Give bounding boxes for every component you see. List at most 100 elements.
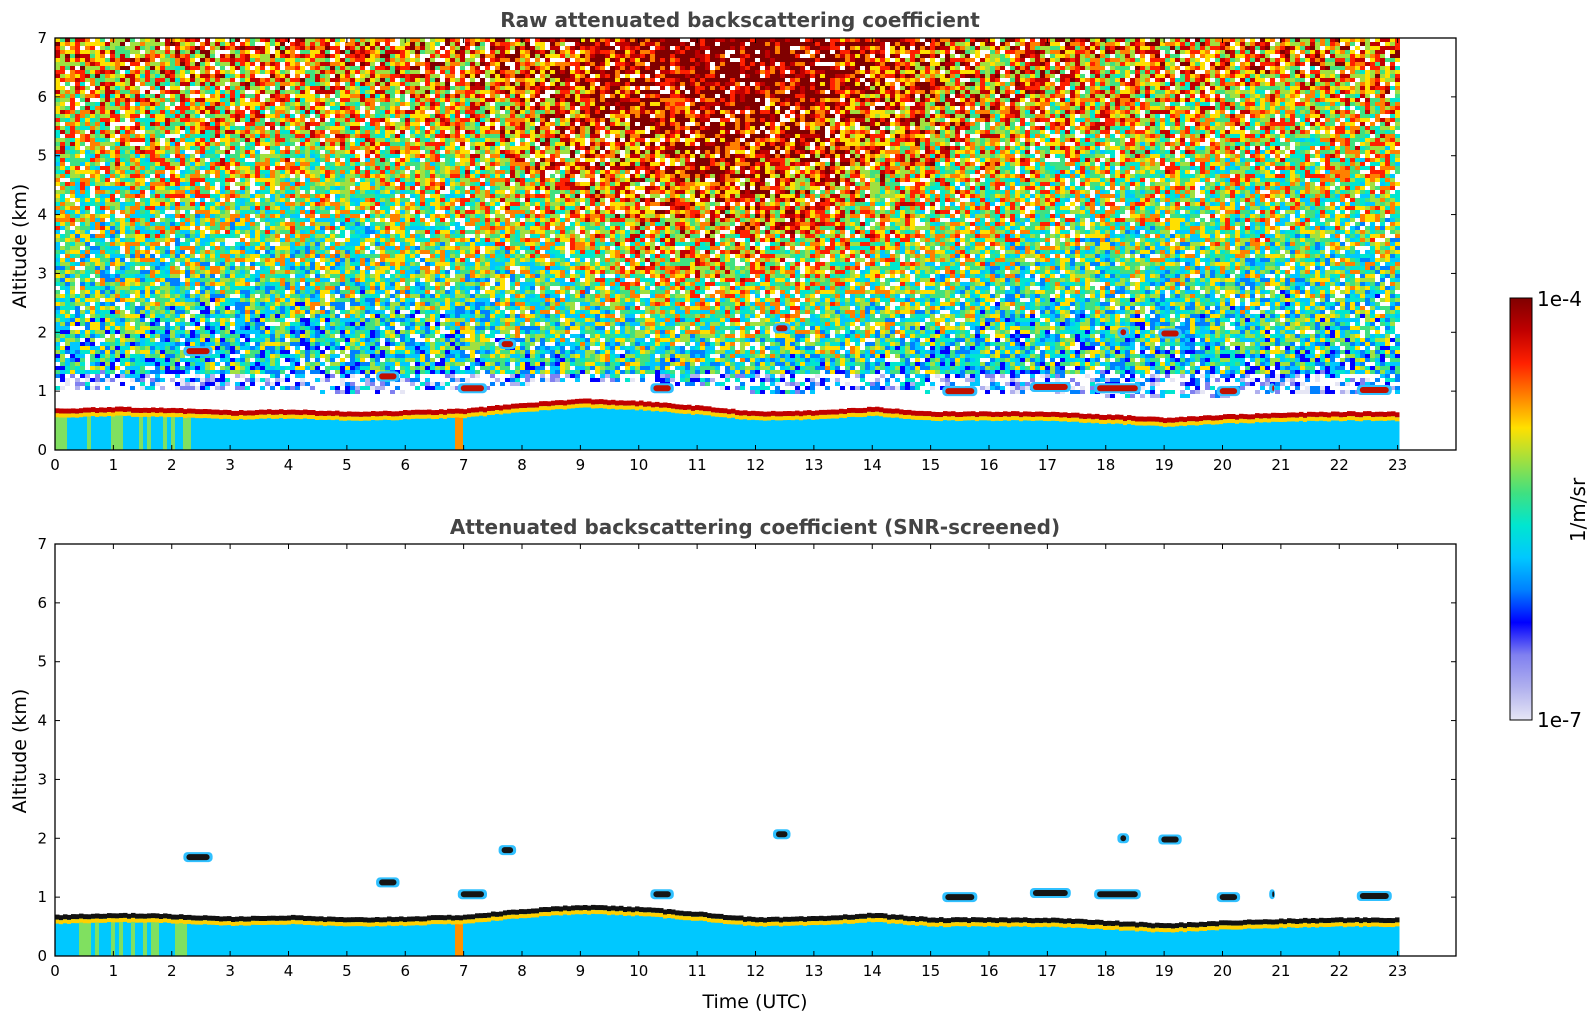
- noise-cell: [270, 246, 275, 250]
- noise-cell: [200, 166, 205, 170]
- noise-cell: [80, 98, 85, 102]
- noise-cell: [210, 42, 215, 46]
- noise-cell: [365, 178, 370, 182]
- noise-cell: [370, 78, 375, 82]
- noise-cell: [100, 354, 105, 358]
- noise-cell: [250, 54, 255, 58]
- noise-cell: [240, 238, 245, 242]
- noise-cell: [180, 190, 185, 194]
- noise-cell: [145, 138, 150, 142]
- noise-cell: [125, 162, 130, 166]
- noise-cell: [300, 130, 305, 134]
- noise-cell: [245, 326, 250, 330]
- noise-cell: [255, 158, 260, 162]
- noise-cell: [280, 150, 285, 154]
- noise-cell: [100, 370, 105, 374]
- noise-cell: [105, 190, 110, 194]
- noise-cell: [325, 82, 330, 86]
- noise-cell: [285, 142, 290, 146]
- noise-cell: [215, 94, 220, 98]
- noise-cell: [300, 146, 305, 150]
- noise-cell: [100, 210, 105, 214]
- noise-cell: [235, 138, 240, 142]
- noise-cell: [110, 314, 115, 318]
- noise-cell: [170, 198, 175, 202]
- noise-cell: [165, 266, 170, 270]
- noise-cell: [60, 298, 65, 302]
- noise-cell: [105, 126, 110, 130]
- noise-cell: [125, 238, 130, 242]
- noise-cell: [80, 302, 85, 306]
- noise-cell: [340, 350, 345, 354]
- noise-cell: [105, 250, 110, 254]
- noise-cell: [355, 102, 360, 106]
- noise-cell: [215, 354, 220, 358]
- noise-cell: [75, 150, 80, 154]
- noise-cell: [225, 350, 230, 354]
- noise-cell: [70, 114, 75, 118]
- noise-cell: [300, 150, 305, 154]
- noise-cell: [310, 174, 315, 178]
- noise-cell: [175, 322, 180, 326]
- noise-cell: [300, 78, 305, 82]
- noise-cell: [150, 54, 155, 58]
- noise-cell: [115, 146, 120, 150]
- noise-cell: [215, 82, 220, 86]
- noise-cell: [115, 54, 120, 58]
- noise-cell: [305, 226, 310, 230]
- noise-cell: [330, 242, 335, 246]
- noise-cell: [345, 370, 350, 374]
- noise-cell: [140, 278, 145, 282]
- noise-cell: [280, 246, 285, 250]
- noise-cell: [180, 42, 185, 46]
- noise-cell: [160, 154, 165, 158]
- noise-cell: [85, 150, 90, 154]
- noise-cell: [215, 222, 220, 226]
- noise-cell: [60, 222, 65, 226]
- noise-cell: [305, 330, 310, 334]
- noise-cell: [350, 362, 355, 366]
- noise-cell: [285, 298, 290, 302]
- noise-cell: [220, 214, 225, 218]
- noise-cell: [195, 294, 200, 298]
- noise-cell: [170, 262, 175, 266]
- noise-cell: [190, 250, 195, 254]
- noise-cell: [185, 46, 190, 50]
- noise-cell: [180, 218, 185, 222]
- noise-cell: [340, 358, 345, 362]
- noise-cell: [270, 266, 275, 270]
- noise-cell: [275, 90, 280, 94]
- noise-cell: [365, 342, 370, 346]
- noise-cell: [240, 202, 245, 206]
- noise-cell: [145, 202, 150, 206]
- noise-cell: [220, 222, 225, 226]
- noise-cell: [340, 50, 345, 54]
- noise-cell: [255, 342, 260, 346]
- noise-cell: [235, 66, 240, 70]
- noise-cell: [330, 150, 335, 154]
- noise-cell: [175, 138, 180, 142]
- noise-cell: [295, 254, 300, 258]
- noise-cell: [320, 266, 325, 270]
- noise-cell: [180, 214, 185, 218]
- noise-cell: [365, 378, 370, 382]
- noise-cell: [90, 238, 95, 242]
- noise-cell: [345, 202, 350, 206]
- noise-cell: [95, 370, 100, 374]
- noise-cell: [205, 82, 210, 86]
- noise-cell: [275, 122, 280, 126]
- noise-cell: [265, 166, 270, 170]
- noise-cell: [75, 306, 80, 310]
- noise-cell: [285, 46, 290, 50]
- noise-cell: [225, 58, 230, 62]
- noise-cell: [255, 358, 260, 362]
- noise-cell: [70, 138, 75, 142]
- noise-cell: [115, 342, 120, 346]
- noise-cell: [370, 294, 375, 298]
- noise-cell: [125, 70, 130, 74]
- noise-cell: [170, 338, 175, 342]
- noise-cell: [335, 290, 340, 294]
- noise-cell: [145, 282, 150, 286]
- noise-cell: [190, 174, 195, 178]
- noise-cell: [100, 150, 105, 154]
